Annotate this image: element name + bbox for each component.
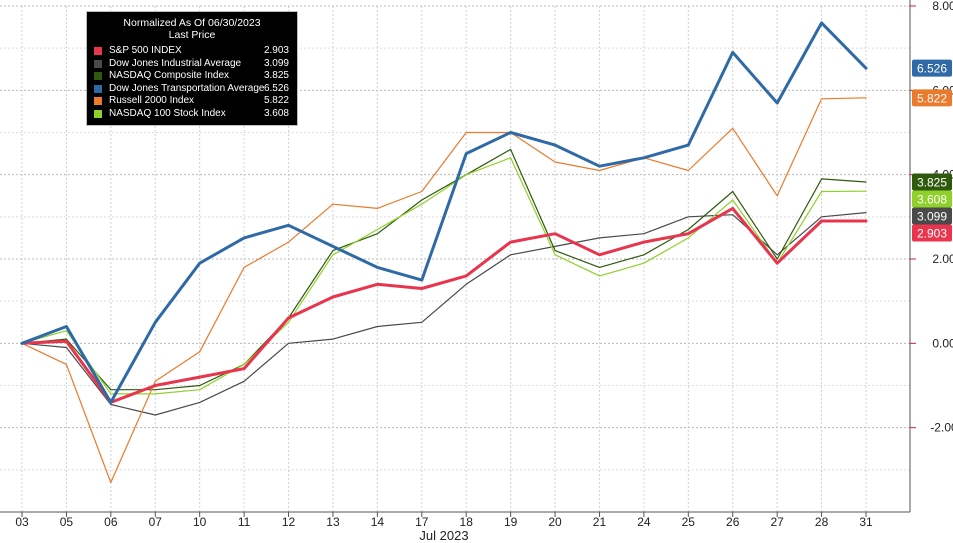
y-tick-label: 8.00	[932, 0, 953, 13]
last-value-label: 3.099	[917, 210, 947, 224]
legend-entry: Dow Jones Industrial Average 3.099	[87, 58, 297, 71]
x-tick-label: 25	[682, 515, 696, 529]
x-tick-label: 10	[193, 515, 207, 529]
legend-entry-name: Dow Jones Transportation Average	[109, 82, 265, 94]
last-value-label: 3.825	[917, 176, 947, 190]
last-value-tag	[912, 59, 952, 77]
x-tick-label: 27	[770, 515, 784, 529]
x-axis-label: Jul 2023	[419, 528, 468, 543]
legend-entry-name: Russell 2000 Index	[109, 95, 195, 106]
x-tick-label: 19	[504, 515, 518, 529]
legend-entry-value: 6.526	[263, 82, 289, 94]
legend-entry-value: 3.608	[263, 107, 289, 119]
legend-swatch	[94, 97, 102, 105]
series-line	[21, 212, 867, 416]
x-tick-label: 07	[149, 515, 163, 529]
legend-title: Normalized As Of 06/30/2023	[123, 17, 261, 29]
legend-entry-name: Dow Jones Industrial Average	[109, 57, 242, 69]
series-line	[20, 206, 868, 404]
series-line	[20, 21, 868, 404]
legend-entry-name: NASDAQ 100 Stock Index	[109, 107, 226, 119]
legend-entry-value: 3.099	[263, 57, 289, 69]
y-tick-label: -2.00	[930, 421, 953, 435]
x-tick-label: 03	[15, 515, 29, 529]
series-line	[21, 148, 867, 391]
last-value-label: 3.608	[917, 193, 947, 207]
last-value-tag	[912, 224, 952, 242]
last-value-tag	[912, 89, 952, 107]
x-tick-label: 31	[859, 515, 873, 529]
series-line	[21, 157, 867, 395]
x-tick-label: 11	[238, 515, 251, 529]
legend-entry-name: S&P 500 INDEX	[109, 45, 182, 56]
legend-swatch	[94, 109, 102, 118]
legend-swatch	[94, 84, 102, 93]
legend-swatch	[94, 59, 102, 68]
last-value-label: 6.526	[917, 62, 947, 76]
x-tick-label: 12	[282, 515, 296, 529]
x-tick-label: 13	[326, 515, 340, 529]
series-lines	[20, 21, 868, 484]
last-value-label: 5.822	[917, 91, 947, 105]
x-tick-label: 28	[815, 515, 829, 529]
x-tick-label: 21	[593, 515, 607, 529]
x-tick-label: 18	[460, 515, 474, 529]
x-tick-label: 17	[415, 515, 429, 529]
legend-entry: S&P 500 INDEX 2.903	[87, 45, 297, 58]
legend-entry: NASDAQ 100 Stock Index 3.608	[87, 108, 297, 121]
legend-entry-name: NASDAQ Composite Index	[109, 70, 230, 81]
y-tick-label: 2.00	[932, 252, 953, 266]
x-tick-label: 14	[371, 515, 385, 529]
last-value-tag	[912, 173, 952, 191]
x-tick-label: 06	[104, 515, 118, 529]
y-tick-label: 0.00	[932, 336, 953, 350]
legend-entry-value: 3.825	[263, 70, 289, 81]
legend-swatch	[94, 72, 102, 80]
legend-entry: NASDAQ Composite Index 3.825	[87, 70, 297, 83]
legend-entry: Dow Jones Transportation Average 6.526	[87, 83, 297, 96]
legend-rows: S&P 500 INDEX 2.903 Dow Jones Industrial …	[87, 45, 297, 120]
legend-swatch	[94, 47, 102, 55]
x-tick-label: 26	[726, 515, 740, 529]
legend-entry-value: 2.903	[263, 45, 289, 56]
last-value-tag	[912, 190, 952, 208]
last-value-tag	[912, 207, 952, 225]
series-line	[21, 97, 867, 484]
last-value-label: 2.903	[917, 227, 947, 241]
x-tick-label: 05	[60, 515, 74, 529]
legend-entry-value: 5.822	[263, 95, 289, 106]
legend-entry: Russell 2000 Index 5.822	[87, 95, 297, 108]
legend-subtitle: Last Price	[168, 29, 216, 41]
x-tick-label: 24	[637, 515, 651, 529]
legend: Normalized As Of 06/30/2023 Last Price S…	[86, 11, 298, 126]
x-tick-label: 20	[548, 515, 562, 529]
